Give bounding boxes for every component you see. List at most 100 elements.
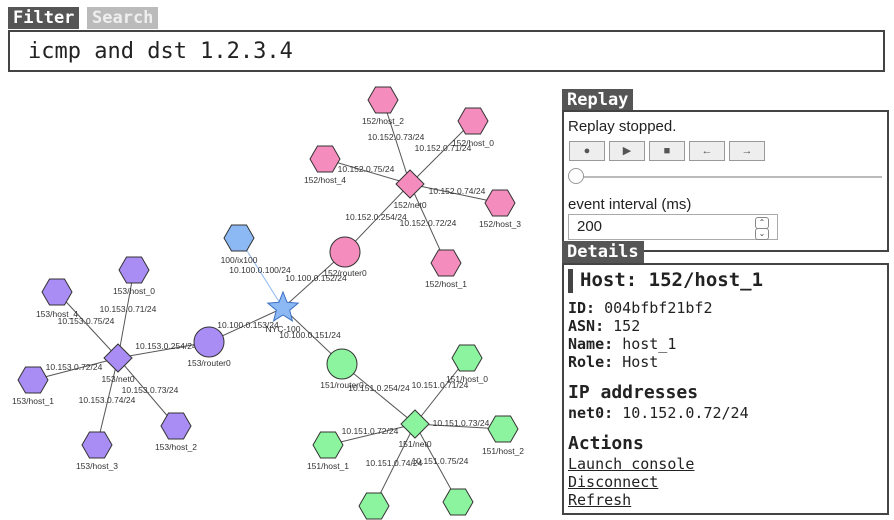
field-label: ID: [568, 299, 596, 317]
graph-node[interactable] [309, 145, 341, 173]
actions-section-heading: Actions [568, 433, 644, 454]
graph-node[interactable] [487, 415, 519, 443]
edge-label: 10.100.0.152/24 [285, 273, 347, 283]
graph-node[interactable] [193, 326, 225, 358]
ip-net0: net0: 10.152.0.72/24 [568, 404, 749, 422]
edge-label: 10.152.0.73/24 [368, 132, 425, 142]
details-panel-title: Details [562, 241, 644, 263]
graph-node[interactable] [442, 488, 474, 516]
graph-node[interactable] [223, 224, 255, 252]
graph-node[interactable] [484, 189, 516, 217]
node-label: 151/net0 [398, 439, 431, 449]
graph-node[interactable] [367, 86, 399, 114]
edge-label: 10.152.0.75/24 [338, 164, 395, 174]
graph-node[interactable] [326, 348, 358, 380]
interval-label: event interval (ms) [568, 196, 692, 213]
edge [56, 291, 119, 359]
replay-status: Replay stopped. [568, 118, 677, 135]
field-value: host_1 [622, 335, 677, 353]
graph-node[interactable] [400, 409, 430, 439]
ip-value: 10.152.0.72/24 [622, 404, 749, 422]
graph-node[interactable] [160, 412, 192, 440]
edge [96, 357, 119, 446]
field-name: Name: host_1 [568, 335, 676, 353]
tab-search[interactable]: Search [87, 7, 159, 29]
node-label: 153/net0 [101, 374, 134, 384]
node-label: 152/router0 [323, 268, 367, 278]
refresh-link[interactable]: Refresh [568, 491, 632, 509]
node-label: 153/host_3 [76, 461, 118, 471]
record-button[interactable]: ● [569, 141, 605, 161]
field-asn: ASN: 152 [568, 317, 640, 335]
edge [32, 357, 119, 381]
graph-node[interactable] [395, 169, 425, 199]
graph-node[interactable] [103, 343, 133, 373]
step-forward-button[interactable]: → [729, 141, 765, 161]
graph-node[interactable] [358, 492, 390, 520]
interval-input[interactable]: 200 ⌃ ⌄ [568, 214, 778, 240]
replay-panel: Replay stopped. ● ▶ ■ ← → event interval… [562, 110, 889, 252]
edge-label: 10.153.0.254/24 [135, 341, 197, 351]
node-label: 151/host_0 [446, 374, 488, 384]
graph-node[interactable] [329, 236, 361, 268]
edge-label: 10.153.0.71/24 [100, 304, 157, 314]
interval-value: 200 [577, 218, 603, 235]
graph-node[interactable] [41, 278, 73, 306]
edge [117, 357, 177, 427]
node-label: 153/host_0 [113, 286, 155, 296]
edge-label: 10.153.0.74/24 [79, 395, 136, 405]
edge [117, 269, 135, 359]
host-title: Host: 152/host_1 [580, 269, 764, 291]
disconnect-link[interactable]: Disconnect [568, 473, 659, 491]
filter-input[interactable]: icmp and dst 1.2.3.4 [8, 30, 885, 72]
edge-label: 10.151.0.74/24 [366, 458, 423, 468]
graph-node[interactable] [430, 249, 462, 277]
play-button[interactable]: ▶ [609, 141, 645, 161]
edge [327, 423, 416, 446]
edge [344, 183, 411, 253]
graph-node[interactable] [312, 431, 344, 459]
edge-label: 10.151.0.71/24 [412, 380, 469, 390]
edge-label: 10.100.0.151/24 [279, 330, 341, 340]
node-label: 152/net0 [393, 200, 426, 210]
edge-label: 10.100.0.100/24 [229, 265, 291, 275]
field-value: 004bfbf21bf2 [604, 299, 713, 317]
tab-filter[interactable]: Filter [8, 7, 80, 29]
node-label: 153/router0 [187, 358, 231, 368]
graph-node[interactable] [457, 107, 489, 135]
graph-node[interactable] [451, 344, 483, 372]
details-panel: Host: 152/host_1 ID: 004bfbf21bf2 ASN: 1… [562, 263, 889, 515]
step-back-button[interactable]: ← [689, 141, 725, 161]
ix-star-icon[interactable] [266, 290, 300, 322]
launch-console-link[interactable]: Launch console [568, 455, 695, 473]
edge-label: 10.153.0.72/24 [46, 362, 103, 372]
field-label: Name: [568, 335, 614, 353]
field-label: Role: [568, 353, 614, 371]
edge-label: 10.151.0.75/24 [412, 456, 469, 466]
node-label: 152/host_3 [479, 219, 521, 229]
graph-node[interactable] [17, 366, 49, 394]
replay-slider-track[interactable] [572, 176, 882, 178]
replay-slider-thumb[interactable] [568, 168, 584, 184]
edge-label: 10.153.0.75/24 [58, 316, 115, 326]
edge-label: 10.152.0.74/24 [429, 186, 486, 196]
graph-node[interactable] [118, 256, 150, 284]
field-id: ID: 004bfbf21bf2 [568, 299, 713, 317]
graph-node[interactable] [81, 431, 113, 459]
field-value: Host [622, 353, 659, 371]
title-accent-bar [568, 269, 573, 293]
edge-label: 10.153.0.73/24 [122, 385, 179, 395]
node-label: 153/host_1 [12, 396, 54, 406]
field-role: Role: Host [568, 353, 658, 371]
ip-section-heading: IP addresses [568, 382, 699, 403]
node-label: 153/host_4 [36, 309, 78, 319]
edge [382, 99, 411, 185]
edge [373, 423, 416, 507]
edge [324, 158, 411, 185]
spin-down-icon[interactable]: ⌄ [755, 228, 769, 240]
stop-button[interactable]: ■ [649, 141, 685, 161]
node-label: 152/host_1 [425, 279, 467, 289]
node-label: 152/host_0 [452, 138, 494, 148]
node-label: 151/host_1 [307, 461, 349, 471]
